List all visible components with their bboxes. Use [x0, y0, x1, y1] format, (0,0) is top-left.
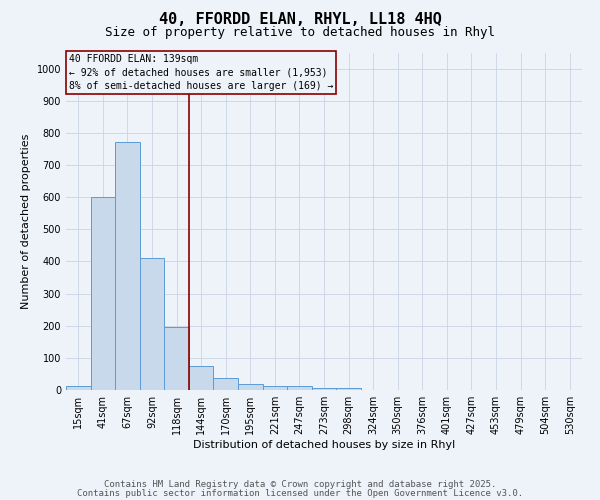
Bar: [336, 388, 361, 390]
Bar: [238, 384, 263, 390]
Text: 40, FFORDD ELAN, RHYL, LL18 4HQ: 40, FFORDD ELAN, RHYL, LL18 4HQ: [158, 12, 442, 28]
Bar: [287, 386, 312, 390]
Bar: [115, 142, 140, 390]
Bar: [66, 386, 91, 390]
Text: Size of property relative to detached houses in Rhyl: Size of property relative to detached ho…: [105, 26, 495, 39]
Bar: [189, 366, 214, 390]
Bar: [214, 378, 238, 390]
Text: 40 FFORDD ELAN: 139sqm
← 92% of detached houses are smaller (1,953)
8% of semi-d: 40 FFORDD ELAN: 139sqm ← 92% of detached…: [68, 54, 333, 90]
Text: Contains public sector information licensed under the Open Government Licence v3: Contains public sector information licen…: [77, 489, 523, 498]
X-axis label: Distribution of detached houses by size in Rhyl: Distribution of detached houses by size …: [193, 440, 455, 450]
Y-axis label: Number of detached properties: Number of detached properties: [21, 134, 31, 309]
Bar: [164, 328, 189, 390]
Text: Contains HM Land Registry data © Crown copyright and database right 2025.: Contains HM Land Registry data © Crown c…: [104, 480, 496, 489]
Bar: [312, 388, 336, 390]
Bar: [263, 386, 287, 390]
Bar: [140, 258, 164, 390]
Bar: [91, 197, 115, 390]
